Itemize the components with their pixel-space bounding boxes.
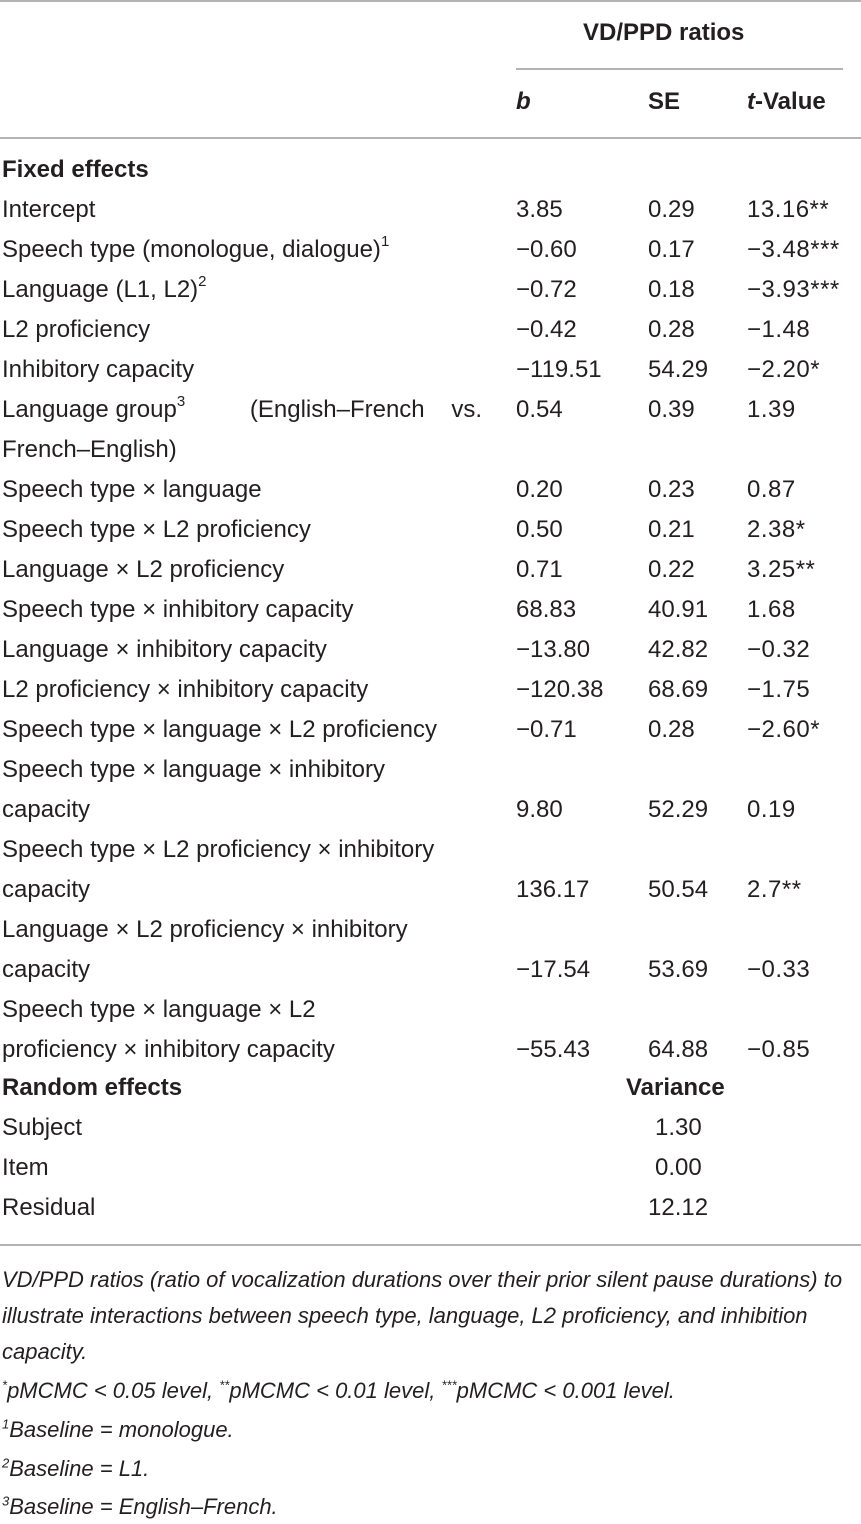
random-row-value: 1.30 [655, 1114, 702, 1141]
cell-se: 53.69 [648, 956, 709, 983]
col-b-header: b [516, 88, 531, 115]
cell-t: −3.93*** [747, 276, 840, 303]
cell-b: 68.83 [516, 596, 577, 623]
row-label: Language (L1, L2)2 [2, 273, 207, 303]
row-label: Speech type × language × L2 proficiency [2, 716, 437, 743]
cell-t: −0.85 [747, 1036, 811, 1063]
row-label: Inhibitory capacity [2, 356, 195, 383]
cell-b: −17.54 [516, 956, 591, 983]
cell-b: −0.60 [516, 236, 577, 263]
cell-t: 2.7** [747, 876, 802, 903]
cell-t: −2.20* [747, 356, 821, 383]
cell-se: 50.54 [648, 876, 709, 903]
significance-note: *pMCMC < 0.05 level, **pMCMC < 0.01 leve… [2, 1377, 675, 1403]
cell-t: −0.32 [747, 636, 811, 663]
table-caption: VD/PPD ratios (ratio of vocalization dur… [2, 1267, 843, 1364]
row-label: Speech type (monologue, dialogue)1 [2, 233, 390, 263]
cell-se: 0.28 [648, 316, 695, 343]
cell-t: 13.16** [747, 196, 830, 223]
footnote-marker: 3 [176, 393, 186, 410]
cell-se: 0.39 [648, 396, 695, 423]
cell-se: 40.91 [648, 596, 709, 623]
random-row-label: Residual [2, 1194, 96, 1221]
row-label: Speech type × L2 proficiency × inhibitor… [2, 836, 435, 863]
cell-t: 0.19 [747, 796, 796, 823]
cell-b: −0.71 [516, 716, 577, 743]
row-label: Language × L2 proficiency × inhibitory [2, 916, 408, 943]
cell-se: 52.29 [648, 796, 709, 823]
cell-se: 64.88 [648, 1036, 709, 1063]
row-label: Intercept [2, 196, 96, 223]
footnote-marker: 2 [198, 273, 207, 290]
cell-t: 3.25** [747, 556, 816, 583]
cell-b: 0.20 [516, 476, 563, 503]
cell-se: 0.18 [648, 276, 695, 303]
col-se-header: SE [648, 88, 681, 115]
top-rule [0, 0, 861, 2]
row-label: L2 proficiency [2, 316, 151, 343]
cell-se: 42.82 [648, 636, 709, 663]
row-label: Speech type × language [2, 476, 262, 503]
cell-se: 68.69 [648, 676, 709, 703]
row-label: L2 proficiency × inhibitory capacity [2, 676, 369, 703]
row-label: Speech type × language × inhibitory [2, 756, 385, 783]
row-label-continued: French–English) [2, 436, 177, 463]
cell-se: 54.29 [648, 356, 709, 383]
cell-t: −1.75 [747, 676, 811, 703]
row-label: Speech type × L2 proficiency [2, 516, 311, 543]
variance-header: Variance [626, 1074, 725, 1101]
row-label-continued: capacity [2, 876, 91, 903]
cell-b: −119.51 [516, 356, 602, 383]
row-label-continued: capacity [2, 796, 91, 823]
cell-se: 0.21 [648, 516, 695, 543]
row-label-continued: proficiency × inhibitory capacity [2, 1036, 335, 1063]
cell-t: 1.68 [747, 596, 796, 623]
cell-se: 0.28 [648, 716, 695, 743]
row-label: Speech type × inhibitory capacity [2, 596, 354, 623]
cell-b: −0.72 [516, 276, 577, 303]
footnote-marker: 1 [380, 233, 390, 250]
cell-t: −1.48 [747, 316, 811, 343]
cell-b: 0.50 [516, 516, 563, 543]
random-row-value: 0.00 [655, 1154, 702, 1181]
cell-b: 136.17 [516, 876, 590, 903]
row-label-continued: capacity [2, 956, 91, 983]
cell-b: 9.80 [516, 796, 563, 823]
col-t-header: t-Value [747, 88, 826, 115]
row-label: Language × inhibitory capacity [2, 636, 327, 663]
row-label: Language × L2 proficiency [2, 556, 285, 583]
cell-se: 0.22 [648, 556, 695, 583]
footnote-1: 1Baseline = monologue. [2, 1416, 234, 1442]
cell-se: 0.17 [648, 236, 695, 263]
random-effects-title: Random effects [2, 1074, 183, 1101]
header-rule [0, 137, 861, 139]
cell-b: −120.38 [516, 676, 604, 703]
footnote-2: 2Baseline = L1. [2, 1455, 150, 1481]
fixed-effects-title: Fixed effects [2, 156, 149, 183]
random-row-label: Item [2, 1154, 49, 1181]
cell-se: 0.23 [648, 476, 695, 503]
random-row-label: Subject [2, 1114, 83, 1141]
cell-t: −0.33 [747, 956, 811, 983]
cell-b: −13.80 [516, 636, 591, 663]
cell-b: −0.42 [516, 316, 577, 343]
cell-t: 1.39 [747, 396, 796, 423]
footnote-3: 3Baseline = English–French. [2, 1493, 278, 1519]
row-label: Speech type × language × L2 [2, 996, 316, 1023]
cell-t: −2.60* [747, 716, 821, 743]
group-rule [516, 68, 843, 70]
bottom-rule [0, 1244, 861, 1246]
random-row-value: 12.12 [648, 1194, 709, 1221]
cell-se: 0.29 [648, 196, 695, 223]
group-header: VD/PPD ratios [583, 19, 745, 46]
cell-b: 3.85 [516, 196, 563, 223]
cell-t: 2.38* [747, 516, 806, 543]
cell-b: 0.54 [516, 396, 563, 423]
cell-t: −3.48*** [747, 236, 840, 263]
cell-b: 0.71 [516, 556, 563, 583]
cell-b: −55.43 [516, 1036, 591, 1063]
cell-t: 0.87 [747, 476, 796, 503]
row-label: Language group3 (English–French vs. [2, 393, 482, 423]
